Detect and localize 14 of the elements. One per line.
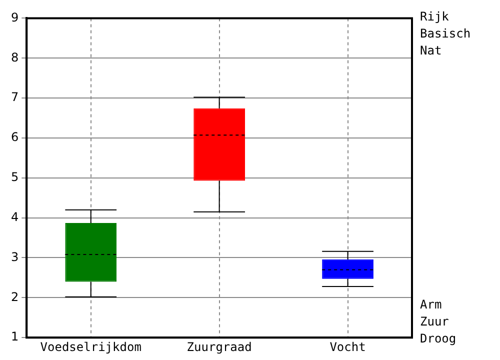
y-tick-label: 8 [10, 50, 19, 64]
y-tick-label: 2 [10, 290, 19, 304]
y-tick-label: 9 [10, 10, 19, 24]
x-tick-label: Voedselrijkdom [40, 340, 142, 354]
y-tick-label: 1 [10, 330, 19, 344]
y-tick-label: 3 [10, 250, 19, 264]
text: Arm Zuur Droog [420, 298, 456, 346]
x-tick-label: Vocht [330, 340, 366, 354]
y-tick-label: 6 [10, 130, 19, 144]
y-tick-label: 5 [10, 170, 19, 184]
y-tick-label: 7 [10, 90, 19, 104]
x-tick-label: Zuurgraad [186, 340, 252, 354]
text: Rijk Basisch Nat [420, 9, 471, 58]
y-tick-label: 4 [10, 210, 19, 224]
